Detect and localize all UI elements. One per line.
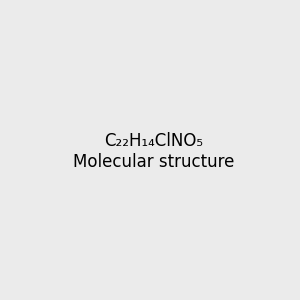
Text: C₂₂H₁₄ClNO₅
Molecular structure: C₂₂H₁₄ClNO₅ Molecular structure <box>73 132 234 171</box>
